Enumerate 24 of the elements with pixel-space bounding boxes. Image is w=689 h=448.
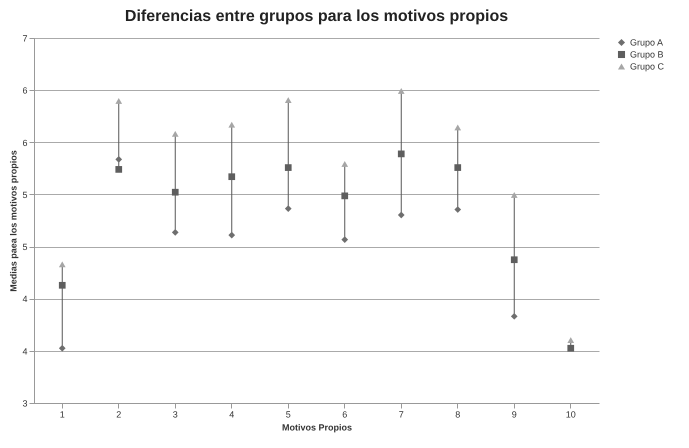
x-tick-label: 8 — [455, 410, 460, 420]
x-tick-label: 6 — [342, 410, 348, 420]
y-tick-label: 6 — [22, 86, 28, 96]
y-tick-label: 7 — [22, 34, 28, 44]
legend-label: Grupo A — [630, 38, 664, 48]
x-tick-label: 1 — [60, 410, 65, 420]
x-tick-label: 3 — [172, 410, 178, 420]
x-axis-title: Motivos Propios — [282, 422, 352, 432]
x-tick-label: 4 — [229, 410, 234, 420]
x-tick-label: 9 — [512, 410, 517, 420]
x-tick-label: 10 — [566, 410, 576, 420]
y-tick-label: 5 — [22, 190, 28, 200]
y-axis-title: Medias paea los motivos propios — [8, 150, 18, 292]
y-tick-label: 3 — [22, 398, 28, 408]
legend-label: Grupo B — [630, 50, 664, 60]
y-tick-label: 6 — [22, 138, 28, 148]
chart-title: Diferencias entre grupos para los motivos propios — [124, 8, 508, 25]
x-tick-label: 2 — [116, 410, 122, 420]
y-tick-label: 4 — [22, 294, 28, 304]
y-tick-label: 4 — [22, 346, 28, 356]
x-tick-label: 5 — [286, 410, 291, 420]
x-tick-label: 7 — [398, 410, 404, 420]
legend-label: Grupo C — [630, 62, 665, 72]
y-tick-label: 5 — [22, 242, 28, 252]
